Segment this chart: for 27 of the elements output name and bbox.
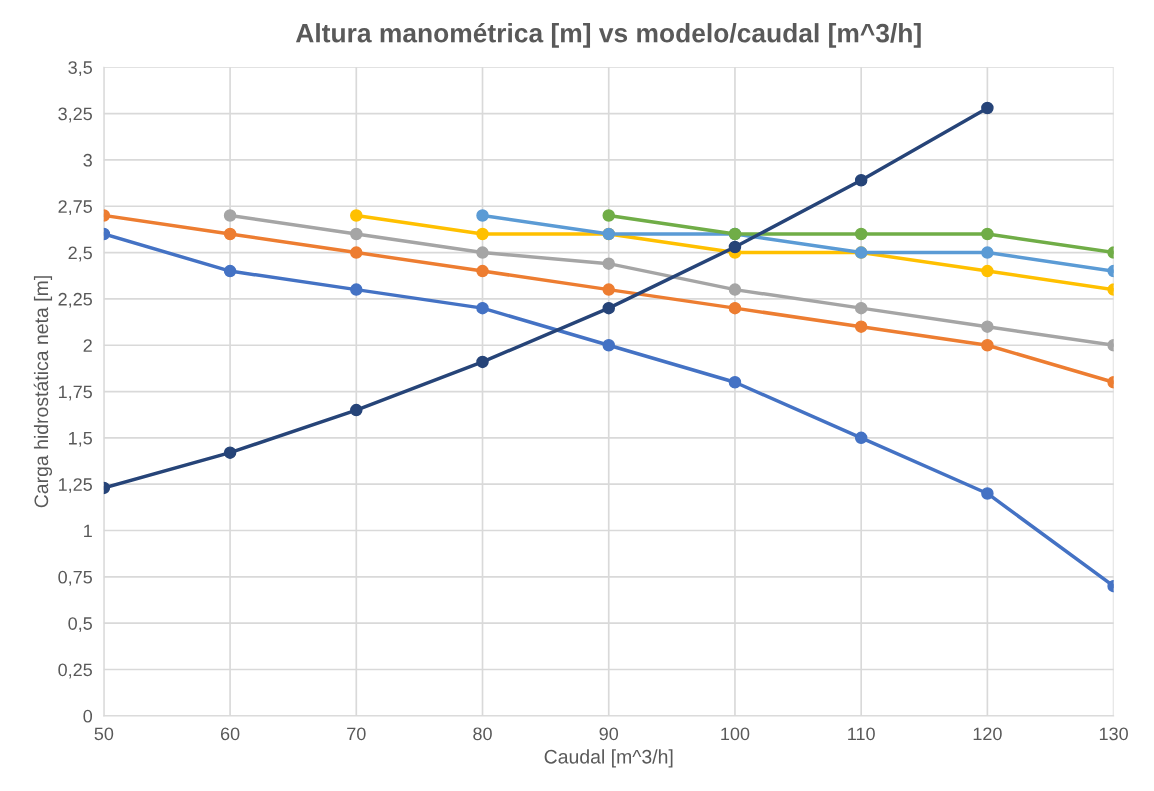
y-tick-label: 3,5	[68, 61, 92, 77]
y-tick-label: 1,75	[58, 385, 92, 401]
y-axis-title: Carga hidrostática neta [m]	[33, 276, 53, 508]
y-tick-label: 3	[83, 153, 92, 167]
x-tick-label: 130	[1099, 727, 1128, 741]
x-tick-label: 80	[473, 727, 492, 741]
y-tick-label: 1,25	[58, 478, 92, 494]
y-tick-label: 2	[83, 339, 92, 352]
x-tick-label: 120	[973, 727, 1002, 741]
x-axis-title: Caudal [m^3/h]	[544, 749, 673, 768]
x-tick-label: 90	[599, 727, 619, 741]
y-tick-label: 2,5	[68, 246, 92, 262]
y-tick-label: 1,5	[69, 432, 92, 447]
y-tick-label: 1	[84, 524, 92, 538]
y-tick-label: 0,25	[58, 663, 92, 679]
x-tick-label: 60	[220, 727, 240, 741]
x-tick-label: 110	[848, 727, 875, 741]
x-tick-label: 100	[721, 727, 750, 741]
y-tick-label: 2,75	[58, 200, 92, 216]
y-tick-label: 0,5	[68, 617, 92, 633]
y-tick-label: 0,75	[58, 570, 92, 586]
x-tick-label: 50	[94, 727, 114, 741]
y-tick-label: 3,25	[58, 107, 92, 123]
y-tick-label: 0	[83, 709, 93, 723]
x-tick-label: 70	[347, 727, 366, 741]
y-tick-label: 2,25	[58, 292, 92, 308]
chart-title: Altura manométrica [m] vs modelo/caudal [m^3/h]	[295, 22, 921, 48]
